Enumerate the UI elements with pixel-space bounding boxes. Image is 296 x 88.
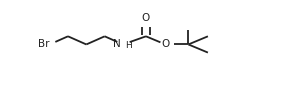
Text: H: H bbox=[125, 41, 132, 50]
Text: N: N bbox=[113, 39, 121, 49]
Text: Br: Br bbox=[38, 39, 50, 49]
Text: O: O bbox=[142, 13, 150, 23]
Text: O: O bbox=[161, 39, 170, 49]
